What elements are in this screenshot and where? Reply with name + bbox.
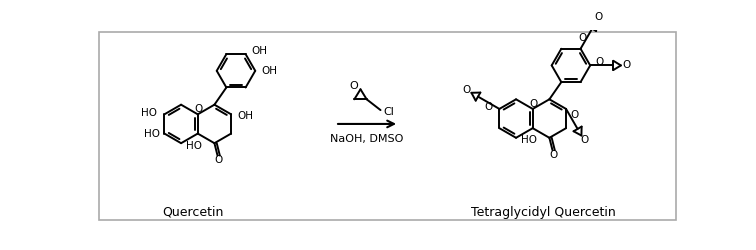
Text: O: O bbox=[349, 81, 358, 91]
Text: Cl: Cl bbox=[383, 106, 395, 117]
Text: HO: HO bbox=[144, 128, 160, 138]
Text: O: O bbox=[485, 102, 493, 112]
Text: O: O bbox=[596, 56, 604, 66]
Text: O: O bbox=[463, 85, 471, 95]
Text: O: O bbox=[594, 12, 603, 22]
Text: O: O bbox=[570, 110, 578, 120]
Text: NaOH, DMSO: NaOH, DMSO bbox=[330, 134, 404, 144]
Text: O: O bbox=[622, 60, 631, 70]
Text: HO: HO bbox=[521, 136, 537, 145]
Text: OH: OH bbox=[237, 111, 253, 121]
Text: O: O bbox=[194, 104, 203, 114]
Text: HO: HO bbox=[186, 141, 202, 151]
Text: OH: OH bbox=[252, 46, 268, 56]
Text: O: O bbox=[529, 98, 538, 108]
Text: Tetraglycidyl Quercetin: Tetraglycidyl Quercetin bbox=[471, 206, 615, 219]
Text: OH: OH bbox=[262, 66, 277, 76]
Text: HO: HO bbox=[141, 108, 156, 118]
Text: O: O bbox=[578, 34, 586, 43]
Text: Quercetin: Quercetin bbox=[162, 205, 223, 218]
Text: O: O bbox=[580, 135, 588, 145]
Text: O: O bbox=[214, 155, 222, 165]
Text: O: O bbox=[549, 150, 557, 160]
